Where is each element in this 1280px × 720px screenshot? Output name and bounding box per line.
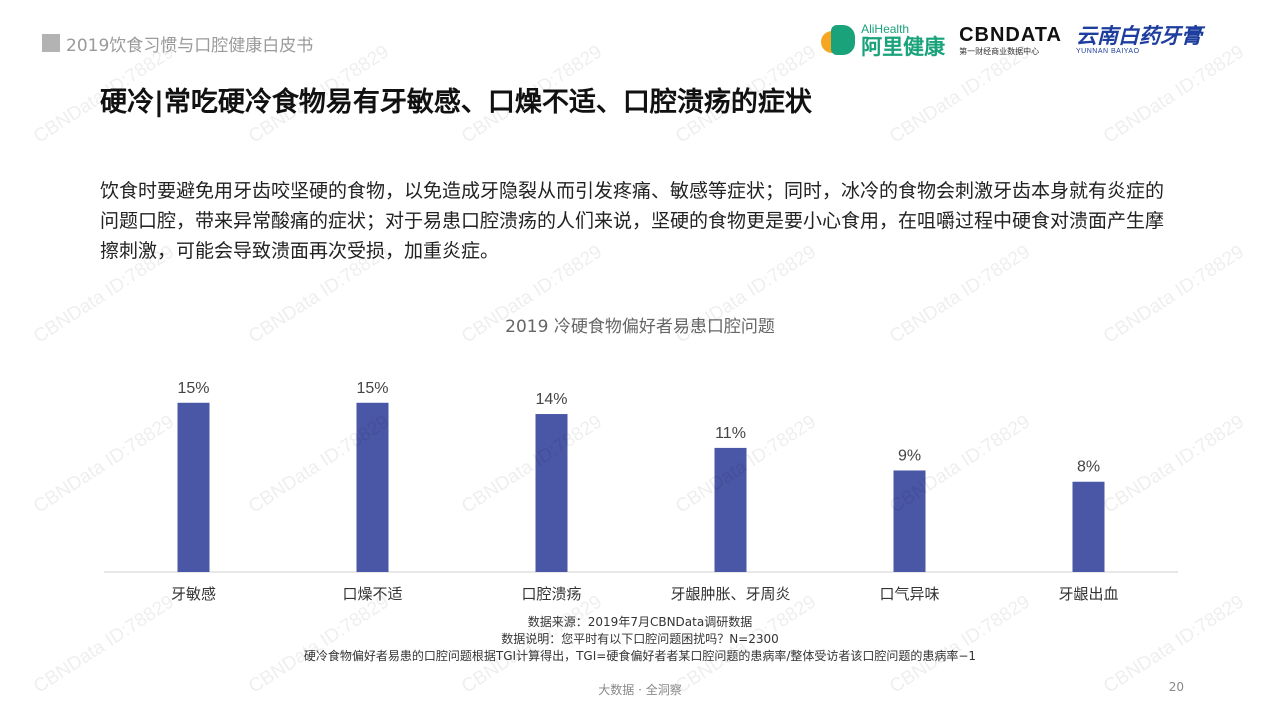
- bar: [177, 402, 210, 572]
- alihealth-logo: AliHealth 阿里健康: [821, 23, 945, 58]
- header-marker: [42, 34, 60, 52]
- yunnan-baiyao-logo: 云南白药牙膏 YUNNAN BAIYAO: [1076, 25, 1202, 55]
- note-description: 数据说明：您平时有以下口腔问题困扰吗？N=2300: [501, 632, 779, 646]
- note-source: 数据来源：2019年7月CBNData调研数据: [527, 615, 753, 629]
- description-paragraph: 饮食时要避免用牙齿咬坚硬的食物，以免造成牙隐裂从而引发疼痛、敏感等症状；同时，冰…: [100, 180, 1165, 262]
- bar: [893, 470, 926, 572]
- report-title: 2019饮食习惯与口腔健康白皮书: [66, 36, 314, 56]
- bar: [714, 447, 747, 572]
- category-label: 口腔溃疡: [521, 585, 581, 603]
- cbndata-logo-text: CBNDATA: [959, 23, 1062, 46]
- alihealth-logo-en: AliHealth: [861, 21, 910, 36]
- data-label: 8%: [1077, 459, 1100, 476]
- cbndata-logo-sub: 第一财经商业数据中心: [959, 46, 1040, 56]
- alihealth-logo-icon: [821, 23, 856, 57]
- category-label: 口气异味: [879, 585, 939, 603]
- bar: [1072, 481, 1105, 572]
- bar: [535, 414, 568, 572]
- category-label: 牙龈肿胀、牙周炎: [670, 585, 790, 603]
- data-label: 9%: [898, 447, 921, 464]
- yunnan-baiyao-logo-cn: 云南白药牙膏: [1076, 23, 1202, 48]
- footer-tagline: 大数据 · 全洞察: [598, 683, 682, 697]
- alihealth-logo-cn: 阿里健康: [861, 34, 946, 59]
- logo-bar: AliHealth 阿里健康 CBNDATA 第一财经商业数据中心 云南白药牙膏…: [821, 18, 1202, 62]
- chart-notes: 数据来源：2019年7月CBNData调研数据 数据说明：您平时有以下口腔问题困…: [0, 614, 1280, 665]
- chart-title: 2019 冷硬食物偏好者易患口腔问题: [505, 317, 775, 337]
- category-label: 牙敏感: [171, 585, 216, 603]
- data-label: 15%: [356, 380, 388, 397]
- category-label: 口燥不适: [342, 585, 402, 603]
- bar: [356, 402, 389, 572]
- category-label: 牙龈出血: [1058, 585, 1118, 603]
- yunnan-baiyao-logo-en: YUNNAN BAIYAO: [1076, 48, 1140, 55]
- data-label: 14%: [535, 391, 567, 408]
- data-label: 15%: [177, 380, 209, 397]
- cbndata-logo: CBNDATA 第一财经商业数据中心: [959, 25, 1062, 56]
- data-label: 11%: [715, 425, 746, 442]
- page-number: 20: [1168, 680, 1184, 694]
- note-tgi: 硬冷食物偏好者易患的口腔问题根据TGI计算得出，TGI=硬食偏好者者某口腔问题的…: [303, 649, 977, 663]
- page-headline: 硬冷|常吃硬冷食物易有牙敏感、口燥不适、口腔溃疡的症状: [100, 87, 812, 118]
